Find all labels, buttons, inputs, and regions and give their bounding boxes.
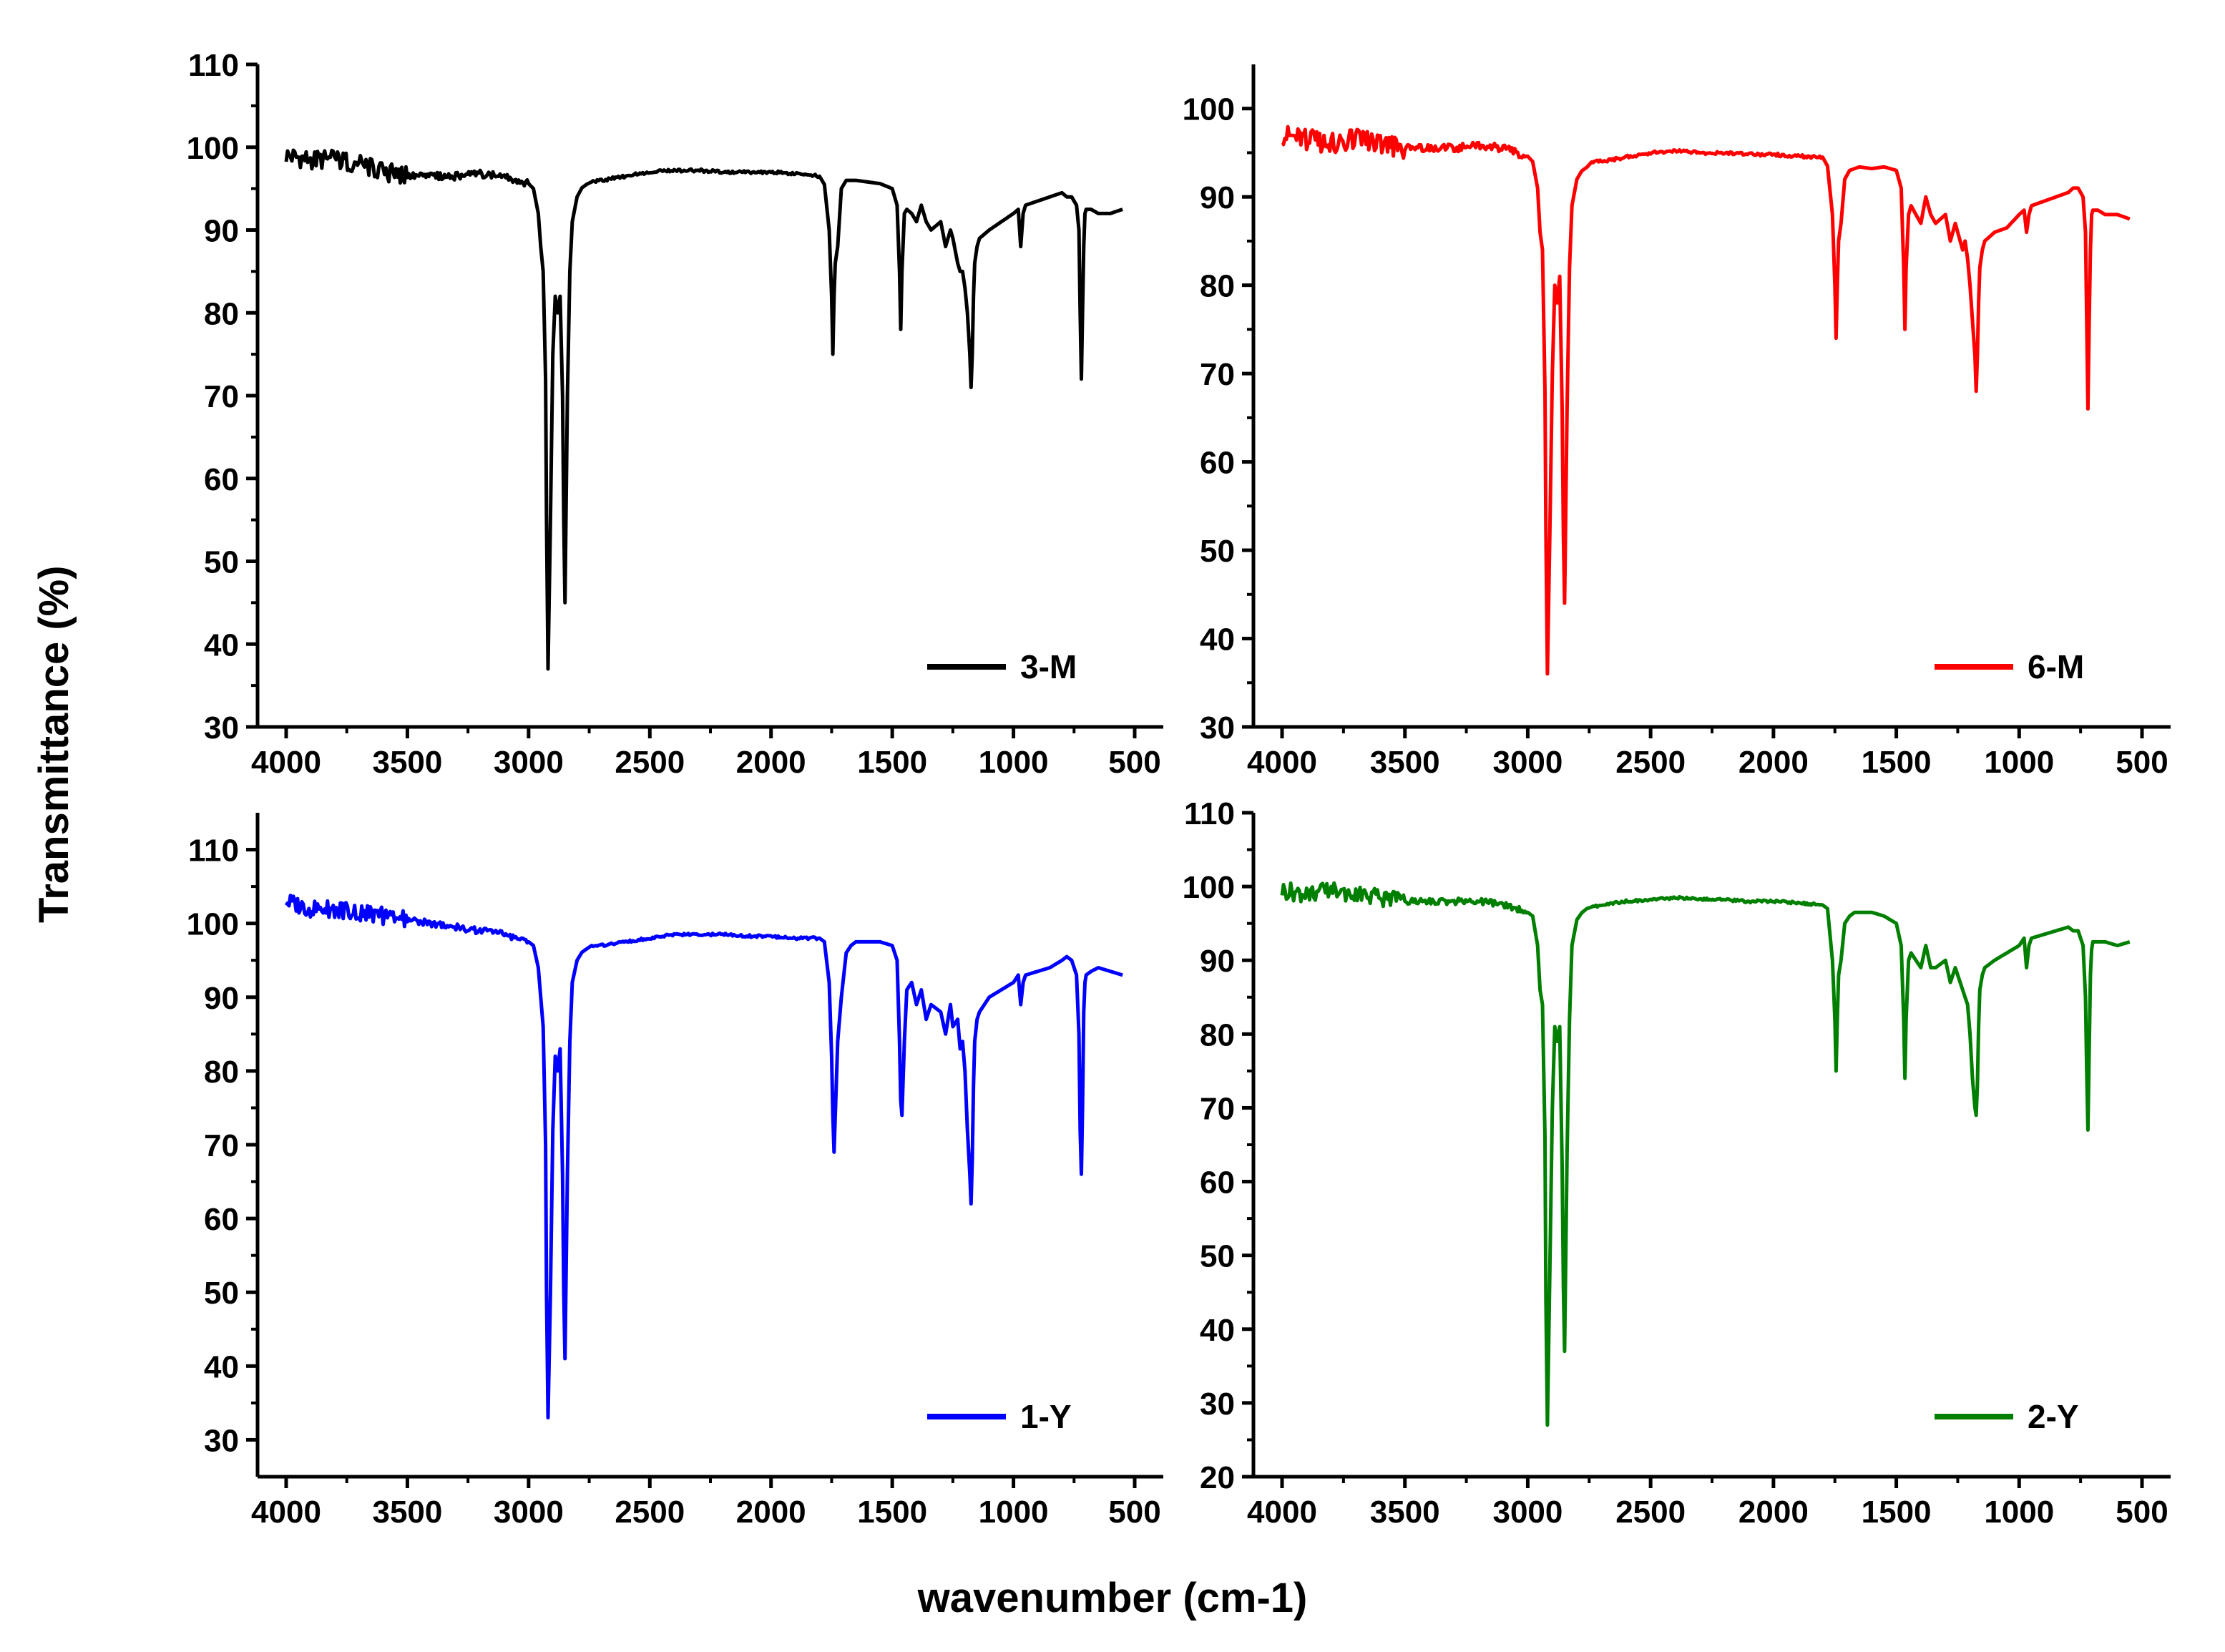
x-tick-label: 500 (1108, 745, 1160, 780)
y-tick-label: 30 (1200, 1387, 1235, 1422)
y-tick-label: 100 (1183, 870, 1235, 905)
y-tick-label: 100 (187, 131, 239, 166)
y-tick-label: 40 (204, 1349, 239, 1384)
x-tick-label: 1000 (979, 1495, 1049, 1530)
legend-label: 1-Y (1020, 1398, 1072, 1435)
y-tick-label: 90 (1200, 944, 1235, 979)
y-tick-label: 50 (1200, 1239, 1235, 1274)
y-tick-label: 30 (204, 710, 239, 746)
x-tick-label: 2500 (1615, 1495, 1686, 1530)
chart-panel-2-Y: 20 30 40 50 60 70 80 90 100 110 4000 3500 3000 2500 20… (1183, 796, 2171, 1530)
y-tick-label: 60 (204, 1202, 239, 1237)
x-tick-label: 3500 (372, 745, 442, 780)
y-tick-label: 70 (204, 379, 239, 414)
series-line-3-M (284, 148, 1123, 671)
y-tick-label: 40 (1200, 622, 1235, 658)
y-tick-label: 60 (1200, 446, 1235, 481)
chart-panel-1-Y: 30 40 50 60 70 80 90 100 110 4000 3500 3000 2500 2000… (187, 813, 1163, 1530)
series-line-1-Y (284, 894, 1123, 1419)
y-axis-label: Transmittance (%) (31, 565, 77, 923)
x-tick-label: 1000 (1984, 745, 2054, 780)
y-tick-label: 90 (204, 214, 239, 249)
y-tick-label: 110 (188, 48, 239, 83)
y-tick-label: 30 (1200, 710, 1235, 746)
y-tick-label: 60 (204, 462, 239, 497)
x-tick-label: 2000 (1739, 745, 1809, 780)
y-tick-label: 40 (1200, 1313, 1235, 1348)
x-tick-label: 2500 (1615, 745, 1686, 780)
x-tick-label: 1000 (979, 745, 1049, 780)
y-tick-label: 110 (1184, 796, 1235, 831)
x-tick-label: 500 (2116, 745, 2168, 780)
x-tick-label: 3500 (1370, 1495, 1440, 1530)
x-tick-label: 3000 (1492, 745, 1563, 780)
y-tick-label: 50 (1200, 534, 1235, 569)
x-tick-label: 4000 (1247, 745, 1317, 780)
y-tick-label: 30 (204, 1423, 239, 1458)
chart-panel-6-M: 30 40 50 60 70 80 90 100 4000 3500 3000 2500 2000 150… (1183, 64, 2171, 780)
legend-label: 2-Y (2028, 1398, 2079, 1435)
x-tick-label: 2500 (615, 1495, 685, 1530)
x-tick-label: 1000 (1984, 1495, 2054, 1530)
y-tick-label: 70 (1200, 1091, 1235, 1126)
y-tick-label: 80 (204, 1055, 239, 1090)
y-tick-label: 20 (1200, 1460, 1235, 1495)
x-tick-label: 1500 (1862, 1495, 1932, 1530)
y-tick-label: 70 (1200, 357, 1235, 392)
x-tick-label: 3000 (494, 745, 564, 780)
x-tick-label: 1500 (1862, 745, 1932, 780)
x-tick-label: 2000 (1739, 1495, 1809, 1530)
series-line-2-Y (1280, 881, 2131, 1427)
y-tick-label: 80 (1200, 1017, 1235, 1052)
x-tick-label: 2000 (736, 745, 806, 780)
x-tick-label: 2000 (736, 1495, 806, 1530)
x-tick-label: 3500 (372, 1495, 442, 1530)
chart-panel-3-M: 30 40 50 60 70 80 90 100 110 4000 3500 3000 2500 2000… (187, 48, 1163, 780)
y-tick-label: 80 (204, 296, 239, 331)
y-tick-label: 40 (204, 627, 239, 663)
x-tick-label: 500 (1108, 1495, 1160, 1530)
y-tick-label: 50 (204, 545, 239, 580)
y-tick-label: 100 (187, 907, 239, 942)
y-tick-label: 90 (1200, 180, 1235, 215)
x-tick-label: 2500 (615, 745, 685, 780)
y-tick-label: 50 (204, 1276, 239, 1311)
x-tick-label: 3000 (494, 1495, 564, 1530)
x-tick-label: 3000 (1492, 1495, 1563, 1530)
x-tick-label: 1500 (857, 1495, 927, 1530)
x-axis-label: wavenumber (cm-1) (917, 1575, 1308, 1621)
x-tick-label: 4000 (251, 745, 321, 780)
y-tick-label: 60 (1200, 1165, 1235, 1201)
x-tick-label: 1500 (857, 745, 927, 780)
series-line-6-M (1281, 124, 2131, 676)
y-tick-label: 90 (204, 981, 239, 1016)
x-tick-label: 3500 (1370, 745, 1440, 780)
y-tick-label: 110 (188, 834, 239, 869)
x-tick-label: 500 (2116, 1495, 2168, 1530)
x-tick-label: 4000 (1247, 1495, 1317, 1530)
y-tick-label: 80 (1200, 269, 1235, 304)
x-tick-label: 4000 (251, 1495, 321, 1530)
y-tick-label: 100 (1183, 92, 1235, 127)
legend-label: 3-M (1020, 648, 1077, 685)
legend-label: 6-M (2028, 648, 2084, 685)
y-tick-label: 70 (204, 1128, 239, 1163)
